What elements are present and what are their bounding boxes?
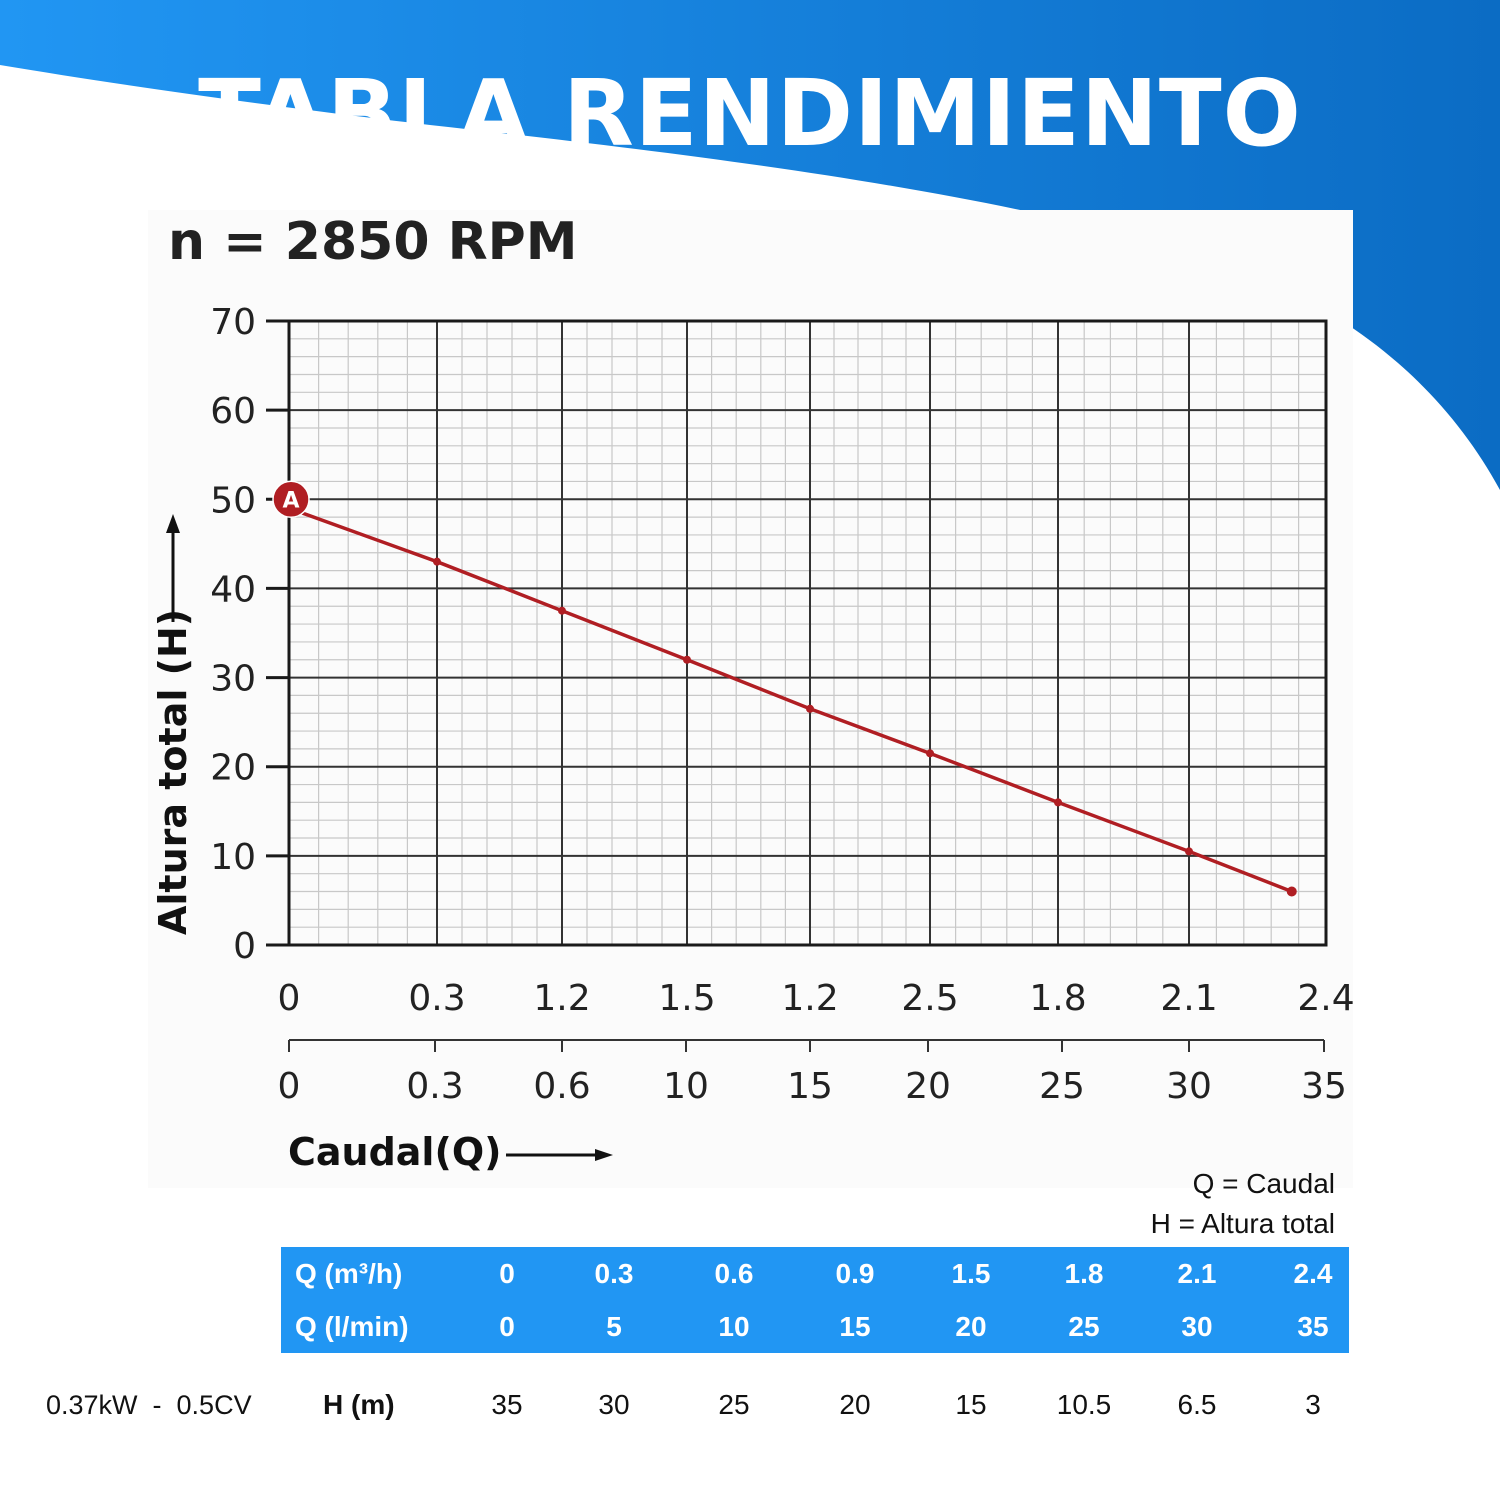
x-tick-label-top: 1.8 bbox=[1029, 978, 1086, 1019]
y-axis-ticks: 0 10 20 30 40 50 60 70 bbox=[210, 302, 289, 967]
x-tick-label-top: 2.1 bbox=[1160, 978, 1217, 1019]
legend-h: H = Altura total bbox=[1150, 1208, 1335, 1239]
performance-curve: A bbox=[272, 480, 1297, 897]
table-cell: 25 bbox=[718, 1389, 750, 1420]
y-tick-label: 20 bbox=[210, 748, 256, 789]
data-point bbox=[683, 655, 691, 664]
table-cell: 30 bbox=[598, 1389, 630, 1420]
plot-frame bbox=[287, 319, 1328, 947]
table-row-head: 0.37kW - 0.5CV H (m) 35 30 25 20 15 10.5… bbox=[0, 1380, 1500, 1430]
page-title: TABLA RENDIMIENTO bbox=[198, 60, 1302, 167]
table-cell: 15 bbox=[839, 1311, 871, 1342]
table-cell: 6.5 bbox=[1177, 1389, 1217, 1420]
y-tick-label: 40 bbox=[210, 569, 256, 610]
table-cell: 0.9 bbox=[835, 1258, 875, 1289]
table-cell: 20 bbox=[839, 1389, 871, 1420]
x-tick-label-bottom: 30 bbox=[1166, 1066, 1212, 1107]
table-cell: 2.4 bbox=[1293, 1258, 1333, 1289]
table-cell: 15 bbox=[955, 1389, 987, 1420]
x-tick-label-bottom: 0 bbox=[278, 1066, 301, 1107]
table-cell: 35 bbox=[491, 1389, 523, 1420]
x-tick-label-top: 0 bbox=[278, 978, 301, 1019]
x-tick-label-top: 0.3 bbox=[408, 978, 465, 1019]
y-tick-label: 50 bbox=[210, 480, 256, 521]
y-tick-label: 30 bbox=[210, 659, 256, 700]
x-tick-label-bottom: 35 bbox=[1301, 1066, 1347, 1107]
x-axis-label: Caudal(Q) bbox=[288, 1130, 502, 1174]
data-point bbox=[926, 749, 934, 758]
data-point bbox=[433, 557, 441, 566]
table-cell: 1.8 bbox=[1064, 1258, 1104, 1289]
motor-power-label: 0.37kW - 0.5CV bbox=[46, 1390, 252, 1420]
table-row-label: Q (m³/h) bbox=[295, 1258, 403, 1289]
x-axis-ticks-bottom: 0 0.3 0.6 10 15 20 25 30 35 bbox=[278, 1040, 1347, 1107]
chart-panel bbox=[148, 210, 1353, 1188]
y-axis-label: Altura total (H) bbox=[151, 609, 195, 935]
data-point bbox=[558, 606, 566, 615]
x-tick-label-top: 1.2 bbox=[781, 978, 838, 1019]
x-tick-label-bottom: 25 bbox=[1039, 1066, 1085, 1107]
table-cell: 3 bbox=[1305, 1389, 1321, 1420]
table-row-label: Q (l/min) bbox=[295, 1311, 409, 1342]
x-tick-label-bottom: 20 bbox=[905, 1066, 951, 1107]
table-cell: 25 bbox=[1068, 1311, 1100, 1342]
x-tick-label-top: 1.5 bbox=[658, 978, 715, 1019]
table-cell: 1.5 bbox=[951, 1258, 991, 1289]
x-tick-label-bottom: 0.6 bbox=[533, 1066, 590, 1107]
table-row-m3h: Q (m³/h) 0 0.3 0.6 0.9 1.5 1.8 2.1 2.4 bbox=[281, 1247, 1349, 1300]
table-row-label: H (m) bbox=[323, 1389, 395, 1420]
flow-table: Q (m³/h) 0 0.3 0.6 0.9 1.5 1.8 2.1 2.4 Q… bbox=[281, 1247, 1349, 1353]
table-cell: 0.6 bbox=[714, 1258, 754, 1289]
table-cell: 0 bbox=[499, 1258, 515, 1289]
table-cell: 5 bbox=[606, 1311, 622, 1342]
minor-grid bbox=[289, 321, 1326, 945]
x-tick-label-top: 2.5 bbox=[901, 978, 958, 1019]
table-cell: 2.1 bbox=[1177, 1258, 1217, 1289]
rpm-label: n = 2850 RPM bbox=[168, 212, 578, 272]
data-point bbox=[1185, 847, 1193, 856]
x-tick-label-bottom: 15 bbox=[787, 1066, 833, 1107]
table-cell: 10.5 bbox=[1056, 1389, 1112, 1420]
legend-q: Q = Caudal bbox=[1192, 1168, 1335, 1199]
point-a-label: A bbox=[282, 488, 299, 513]
y-tick-label: 60 bbox=[210, 391, 256, 432]
y-axis-arrowhead-icon bbox=[166, 514, 180, 533]
x-tick-label-top: 2.4 bbox=[1297, 978, 1354, 1019]
curve-line bbox=[288, 506, 1293, 894]
table-cell: 30 bbox=[1181, 1311, 1213, 1342]
y-tick-label: 0 bbox=[233, 926, 256, 967]
table-cell: 0.3 bbox=[594, 1258, 634, 1289]
x-axis-arrowhead-icon bbox=[595, 1149, 613, 1161]
point-a-marker-icon bbox=[272, 480, 310, 519]
x-tick-label-top: 1.2 bbox=[533, 978, 590, 1019]
x-axis-ticks-top: 0 0.3 1.2 1.5 1.2 2.5 1.8 2.1 2.4 bbox=[278, 978, 1355, 1019]
y-tick-label: 10 bbox=[210, 837, 256, 878]
x-tick-label-bottom: 0.3 bbox=[406, 1066, 463, 1107]
y-axis-label-group: Altura total (H) bbox=[151, 514, 195, 935]
table-cell: 35 bbox=[1297, 1311, 1329, 1342]
table-cell: 10 bbox=[718, 1311, 750, 1342]
major-grid bbox=[288, 321, 1327, 945]
x-tick-label-bottom: 10 bbox=[663, 1066, 709, 1107]
x-axis-label-group: Caudal(Q) bbox=[288, 1130, 613, 1174]
data-point bbox=[1054, 798, 1062, 807]
y-tick-label: 70 bbox=[210, 302, 256, 343]
table-cell: 20 bbox=[955, 1311, 987, 1342]
table-cell: 0 bbox=[499, 1311, 515, 1342]
data-point bbox=[1286, 886, 1297, 897]
table-row-lmin: Q (l/min) 0 5 10 15 20 25 30 35 bbox=[281, 1300, 1349, 1353]
data-point bbox=[806, 704, 814, 713]
